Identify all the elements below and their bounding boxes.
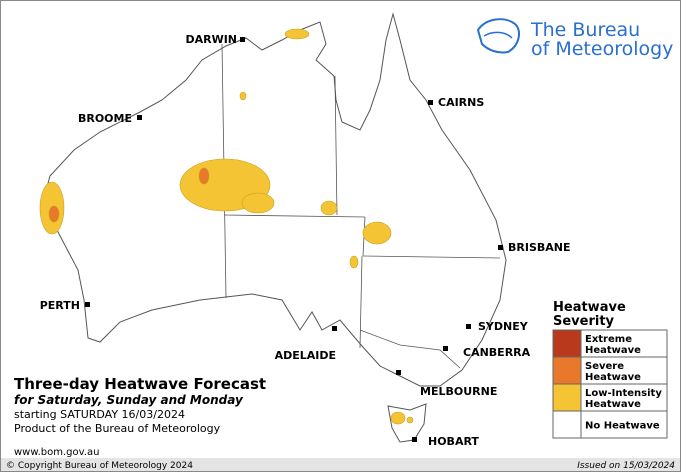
legend-box: [580, 410, 668, 439]
legend-label: Heatwave: [585, 345, 641, 356]
city-label: DARWIN: [185, 33, 237, 46]
legend-title: Heatwave: [553, 300, 626, 315]
city-label: CAIRNS: [438, 96, 484, 109]
legend-label: Heatwave: [585, 372, 641, 383]
subtitle: for Saturday, Sunday and Monday: [14, 393, 244, 407]
city-label: BRISBANE: [508, 241, 571, 254]
footer: [1, 458, 680, 471]
legend-title: Severity: [553, 314, 615, 329]
legend-box: [580, 329, 668, 358]
legend: Heatwave Severity ExtremeHeatwaveSevereH…: [552, 300, 668, 439]
legend-label: No Heatwave: [585, 421, 660, 432]
city-label: PERTH: [40, 299, 80, 312]
title: Three-day Heatwave Forecast: [14, 375, 266, 393]
legend-swatch: [552, 329, 582, 358]
legend-label: Low-Intensity: [585, 388, 662, 399]
city-label: CANBERRA: [463, 346, 531, 359]
australia-outline: [43, 12, 507, 387]
logo-text: The Bureau: [530, 19, 640, 41]
city-markers: [85, 37, 503, 442]
legend-swatch: [552, 356, 582, 385]
starting: starting SATURDAY 16/03/2024: [14, 408, 185, 421]
legend-swatch: [552, 410, 582, 439]
city-label: MELBOURNE: [420, 385, 497, 398]
issued: Issued on 15/03/2024: [577, 461, 675, 471]
product: Product of the Bureau of Meteorology: [14, 422, 221, 435]
heatwave-areas: [39, 28, 414, 425]
city-label: BROOME: [78, 112, 132, 125]
city-label: HOBART: [428, 435, 479, 448]
copyright: © Copyright Bureau of Meteorology 2024: [6, 461, 193, 471]
city-label: SYDNEY: [478, 320, 529, 333]
logo: The Bureau of Meteorology: [476, 18, 673, 60]
website: www.bom.gov.au: [14, 447, 99, 458]
legend-label: Heatwave: [585, 399, 641, 410]
legend-label: Severe: [585, 361, 624, 372]
logo-text: of Meteorology: [531, 38, 673, 60]
legend-label: Extreme: [585, 334, 632, 345]
city-label: ADELAIDE: [275, 349, 336, 362]
legend-swatch: [552, 383, 582, 412]
